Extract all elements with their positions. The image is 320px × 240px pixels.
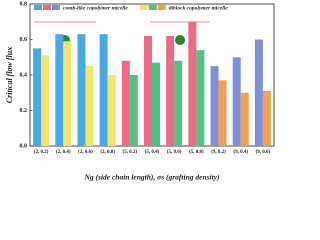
y-tick-label: 0.6	[20, 37, 28, 43]
bar	[262, 90, 271, 146]
x-tick-label: (5, 0.2)	[123, 150, 138, 155]
x-tick-label: (9, 0.2)	[211, 150, 226, 155]
bar	[188, 21, 197, 146]
x-tick-label: (2, 0.2)	[34, 150, 49, 155]
bar	[129, 75, 138, 146]
bar	[254, 39, 263, 146]
x-axis-label: Ng (side chain length), σs (grafting den…	[83, 173, 220, 182]
bar	[210, 66, 219, 146]
x-tick-label: (2, 0.8)	[100, 150, 115, 155]
bar	[99, 34, 108, 146]
bar	[218, 80, 227, 146]
bar	[121, 60, 130, 146]
bar	[55, 34, 64, 146]
x-tick-label: (9, 0.4)	[233, 150, 248, 155]
x-tick-label: (5, 0.4)	[145, 150, 160, 155]
bar	[166, 35, 175, 147]
y-tick-label: 0.0	[20, 143, 28, 149]
bar	[33, 48, 42, 146]
bar	[174, 60, 183, 146]
legend-label: comb-like copolymer micelle	[63, 5, 128, 11]
x-tick-label: (9, 0.6)	[256, 150, 271, 155]
legend-swatch	[148, 5, 157, 10]
bar	[107, 75, 116, 146]
legend-swatch	[43, 5, 51, 10]
legend-swatch	[157, 5, 166, 10]
bar	[232, 57, 241, 146]
x-tick-label: (5, 0.6)	[167, 150, 182, 155]
legend-swatch	[52, 5, 60, 10]
bar	[152, 62, 160, 147]
bar	[77, 34, 86, 146]
bar	[240, 92, 249, 146]
bar	[196, 50, 205, 146]
bar	[85, 66, 94, 146]
y-axis-label: Critical flow flux	[5, 47, 14, 103]
bar	[144, 35, 152, 147]
bar	[41, 55, 50, 146]
x-tick-label: (5, 0.8)	[189, 150, 204, 155]
chart: Critical flow flux Ng (side chain length…	[5, 1, 275, 182]
legend-label: diblock copolymer micelle	[169, 5, 229, 11]
x-tick-label: (2, 0.6)	[78, 150, 93, 155]
y-tick-label: 0.8	[20, 1, 28, 7]
legend-swatch	[139, 5, 148, 10]
bar	[63, 41, 72, 146]
legend-swatch	[34, 5, 42, 10]
y-tick-label: 0.4	[20, 72, 28, 78]
y-tick-label: 0.2	[20, 108, 28, 114]
x-tick-label: (2, 0.4)	[56, 150, 71, 155]
